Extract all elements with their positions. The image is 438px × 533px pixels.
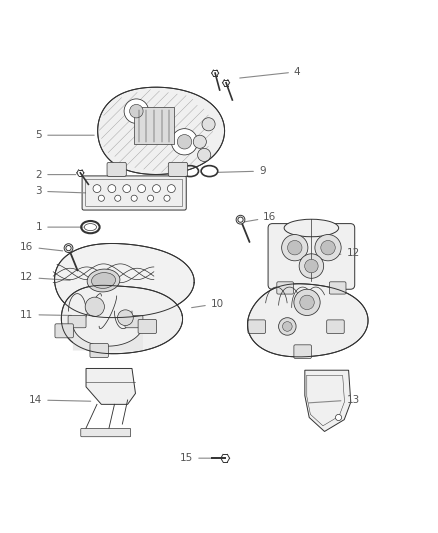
FancyBboxPatch shape — [68, 316, 86, 328]
FancyBboxPatch shape — [138, 319, 156, 334]
Polygon shape — [61, 285, 182, 354]
Circle shape — [197, 148, 210, 161]
Circle shape — [314, 235, 340, 261]
Text: 12: 12 — [20, 272, 70, 282]
FancyBboxPatch shape — [125, 316, 143, 328]
Text: 13: 13 — [308, 395, 359, 405]
Circle shape — [138, 184, 145, 192]
Circle shape — [171, 128, 197, 155]
FancyBboxPatch shape — [107, 163, 126, 176]
Circle shape — [320, 240, 335, 255]
FancyBboxPatch shape — [268, 224, 354, 289]
FancyBboxPatch shape — [55, 324, 73, 338]
FancyBboxPatch shape — [168, 163, 187, 176]
Polygon shape — [54, 244, 194, 318]
Circle shape — [147, 195, 153, 201]
Text: 11: 11 — [20, 310, 71, 320]
FancyBboxPatch shape — [326, 320, 343, 334]
FancyBboxPatch shape — [328, 282, 345, 294]
Text: 1: 1 — [35, 222, 83, 232]
Circle shape — [281, 235, 307, 261]
Polygon shape — [304, 370, 350, 432]
Circle shape — [167, 184, 175, 192]
Circle shape — [335, 415, 341, 421]
Text: 5: 5 — [35, 130, 94, 140]
Circle shape — [278, 318, 295, 335]
Circle shape — [93, 184, 101, 192]
FancyBboxPatch shape — [293, 345, 311, 358]
Circle shape — [64, 244, 73, 253]
Circle shape — [177, 134, 191, 149]
Text: 10: 10 — [191, 298, 223, 309]
Circle shape — [193, 135, 206, 148]
Circle shape — [287, 240, 301, 255]
FancyBboxPatch shape — [90, 344, 108, 358]
Polygon shape — [247, 284, 367, 357]
Text: 16: 16 — [241, 213, 276, 222]
FancyBboxPatch shape — [247, 320, 265, 334]
Circle shape — [236, 215, 244, 224]
Circle shape — [304, 260, 318, 273]
Circle shape — [152, 184, 160, 192]
Ellipse shape — [87, 269, 120, 292]
FancyBboxPatch shape — [81, 429, 131, 437]
Ellipse shape — [91, 272, 115, 288]
Polygon shape — [86, 368, 135, 405]
Circle shape — [117, 310, 133, 326]
Polygon shape — [134, 107, 173, 144]
Text: 4: 4 — [239, 67, 300, 78]
Text: 2: 2 — [35, 169, 76, 180]
FancyBboxPatch shape — [82, 176, 186, 210]
Circle shape — [124, 99, 148, 124]
Circle shape — [129, 104, 143, 118]
Text: 16: 16 — [20, 242, 63, 252]
Ellipse shape — [283, 219, 338, 237]
Text: 15: 15 — [180, 453, 216, 463]
Circle shape — [98, 195, 104, 201]
Circle shape — [201, 118, 215, 131]
Circle shape — [163, 195, 170, 201]
Circle shape — [114, 195, 120, 201]
Circle shape — [131, 195, 137, 201]
Circle shape — [123, 184, 131, 192]
FancyBboxPatch shape — [276, 282, 293, 294]
Text: 14: 14 — [29, 395, 91, 405]
Circle shape — [85, 297, 104, 317]
Circle shape — [299, 295, 314, 310]
Text: 12: 12 — [309, 248, 359, 259]
Circle shape — [293, 289, 319, 316]
Circle shape — [108, 184, 116, 192]
Circle shape — [298, 254, 323, 278]
Polygon shape — [97, 87, 224, 174]
Text: 9: 9 — [217, 166, 265, 176]
Circle shape — [282, 321, 291, 332]
Text: 3: 3 — [35, 186, 85, 196]
